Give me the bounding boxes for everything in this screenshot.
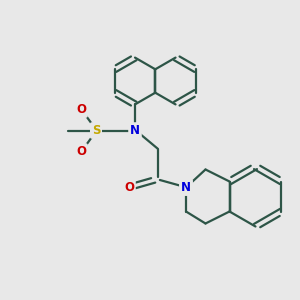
- Text: N: N: [181, 181, 191, 194]
- Text: O: O: [76, 145, 86, 158]
- Text: O: O: [76, 103, 86, 116]
- Text: O: O: [124, 181, 134, 194]
- Text: N: N: [130, 124, 140, 137]
- Text: N: N: [181, 181, 191, 194]
- Text: S: S: [92, 124, 100, 137]
